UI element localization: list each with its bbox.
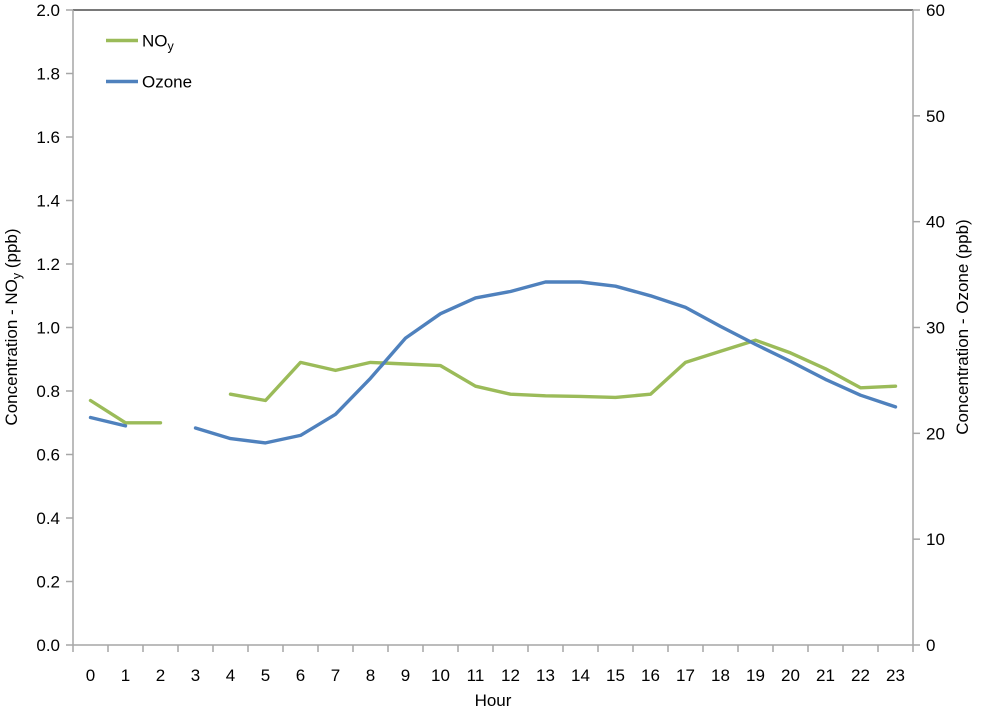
right-axis-tick-label: 60	[926, 1, 945, 20]
series-line-noy	[228, 338, 898, 403]
right-axis-title: Concentration - Ozone (ppb)	[953, 219, 972, 434]
x-axis-tick-label: 1	[121, 666, 130, 685]
left-axis-tick-label: 2.0	[36, 1, 60, 20]
x-axis-tick-label: 11	[467, 666, 485, 685]
right-axis-tick-label: 20	[926, 424, 945, 443]
x-axis-tick-label: 3	[191, 666, 200, 685]
x-axis-tick-label: 5	[261, 666, 270, 685]
left-axis-tick-label: 1.0	[36, 319, 60, 338]
x-axis-title: Hour	[475, 691, 512, 710]
legend-ozone-label: Ozone	[142, 73, 192, 92]
x-axis-tick-label: 0	[86, 666, 95, 685]
x-axis-tick-label: 10	[431, 666, 450, 685]
x-axis-tick-label: 21	[816, 666, 835, 685]
x-axis-tick-label: 18	[711, 666, 730, 685]
left-axis-tick-label: 0.6	[36, 446, 60, 465]
left-axis-tick-label: 1.8	[36, 65, 60, 84]
left-axis-title: Concentration - NOy (ppb)	[2, 228, 24, 425]
x-axis-tick-label: 19	[746, 666, 765, 685]
left-axis-tick-label: 0.4	[36, 509, 60, 528]
right-axis-tick-label: 0	[926, 636, 935, 655]
x-axis-tick-label: 20	[781, 666, 800, 685]
x-axis-tick-label: 9	[401, 666, 410, 685]
x-axis-tick-label: 13	[536, 666, 555, 685]
left-axis-tick-label: 1.4	[36, 192, 60, 211]
x-axis-tick-label: 22	[851, 666, 870, 685]
left-axis-tick-label: 1.2	[36, 255, 60, 274]
x-axis-tick-label: 8	[366, 666, 375, 685]
series-line-ozone	[88, 415, 128, 428]
x-axis-tick-label: 12	[501, 666, 520, 685]
right-axis-tick-label: 50	[926, 107, 945, 126]
right-axis-tick-label: 30	[926, 319, 945, 338]
left-axis-tick-label: 0.2	[36, 573, 60, 592]
x-axis-tick-label: 23	[886, 666, 905, 685]
x-axis-tick-label: 17	[676, 666, 695, 685]
x-axis-tick-label: 7	[331, 666, 340, 685]
right-axis-tick-label: 10	[926, 530, 945, 549]
plot-area: 0.00.20.40.60.81.01.21.41.61.82.00102030…	[36, 1, 945, 685]
x-axis-tick-label: 14	[571, 666, 590, 685]
left-axis-tick-label: 0.8	[36, 382, 60, 401]
left-axis-tick-label: 1.6	[36, 128, 60, 147]
legend-noy-label: NOy	[142, 32, 175, 54]
x-axis-tick-label: 4	[226, 666, 235, 685]
legend: NOy Ozone	[106, 32, 192, 92]
x-axis-tick-label: 16	[641, 666, 660, 685]
right-axis-tick-label: 40	[926, 213, 945, 232]
left-axis-tick-label: 0.0	[36, 636, 60, 655]
x-axis-tick-label: 15	[606, 666, 625, 685]
series-line-noy	[88, 398, 163, 425]
x-axis-tick-label: 2	[156, 666, 165, 685]
series-line-ozone	[193, 280, 898, 445]
x-axis-tick-label: 6	[296, 666, 305, 685]
